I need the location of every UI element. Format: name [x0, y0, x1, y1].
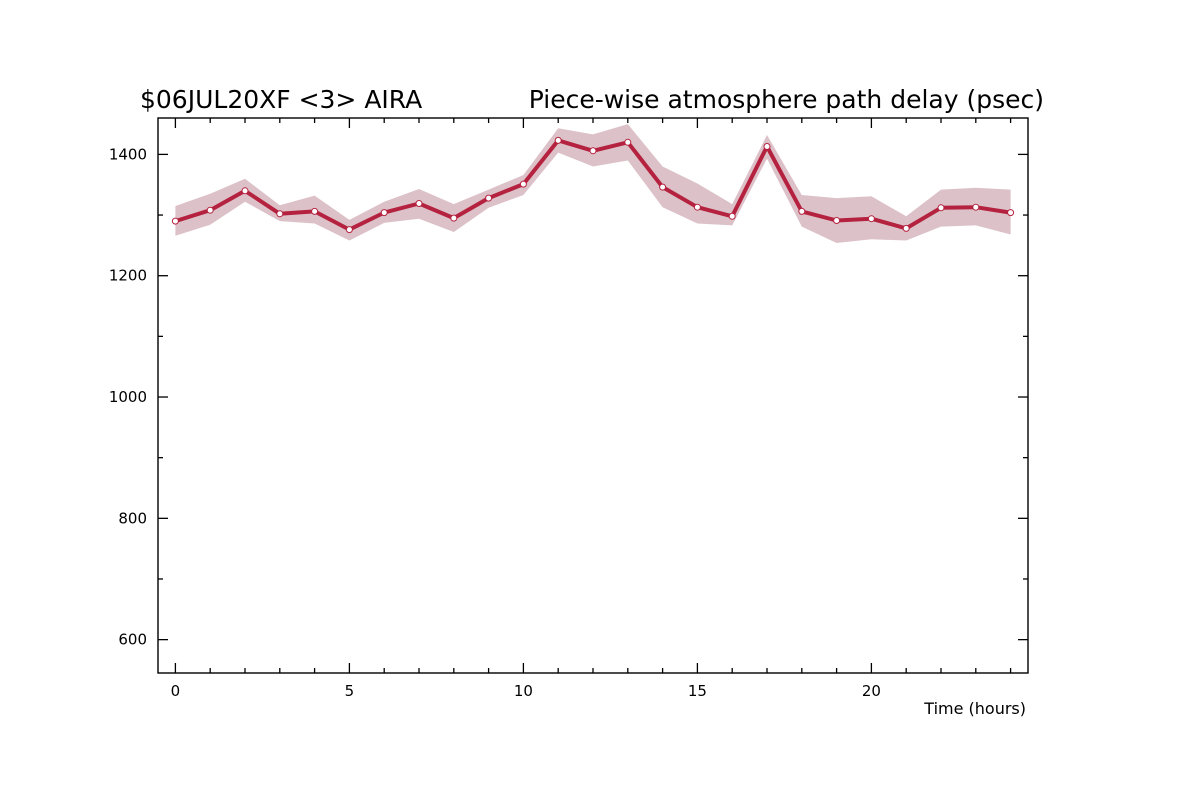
data-point	[241, 187, 249, 195]
y-tick-label: 800	[118, 509, 147, 527]
y-tick-label: 1400	[109, 145, 147, 163]
data-point	[415, 200, 423, 207]
data-point	[902, 224, 910, 232]
data-point	[380, 209, 388, 217]
data-point	[311, 207, 319, 215]
data-point	[206, 206, 214, 214]
chart-title-right: Piece-wise atmosphere path delay (psec)	[529, 85, 1044, 114]
data-point	[171, 217, 179, 225]
error-band-layer	[175, 124, 1011, 243]
plot-frame	[157, 117, 1029, 674]
data-point	[450, 214, 458, 222]
data-point	[763, 143, 771, 150]
error-band	[175, 124, 1011, 243]
x-axis-label: Time (hours)	[923, 699, 1026, 718]
data-point	[554, 136, 562, 144]
data-point	[589, 147, 597, 155]
x-tick-label: 15	[688, 682, 707, 700]
data-point	[659, 183, 667, 191]
x-tick-label: 20	[862, 682, 881, 700]
data-point	[624, 138, 632, 146]
data-point	[1007, 209, 1015, 217]
x-tick-label: 0	[171, 682, 181, 700]
y-tick-label: 1000	[109, 388, 147, 406]
data-point	[833, 217, 841, 224]
tick-layer	[158, 118, 1028, 673]
data-point	[276, 210, 284, 218]
y-tick-label: 600	[118, 631, 147, 649]
tick-label-layer: 0 5 10 15 20 600 800 1000 1200 1400	[109, 145, 881, 700]
x-tick-label: 5	[345, 682, 355, 700]
x-tick-label: 10	[514, 682, 533, 700]
data-point	[519, 180, 527, 188]
marker-layer	[171, 136, 1015, 234]
data-point	[728, 212, 736, 220]
chart-title-left: $06JUL20XF <3> AIRA	[140, 85, 422, 114]
data-point	[972, 203, 980, 211]
y-tick-label: 1200	[109, 267, 147, 285]
data-point	[693, 203, 701, 211]
data-point	[867, 215, 875, 223]
data-point	[937, 204, 945, 212]
data-point	[798, 207, 806, 215]
data-point	[345, 226, 353, 234]
data-point	[485, 194, 493, 202]
